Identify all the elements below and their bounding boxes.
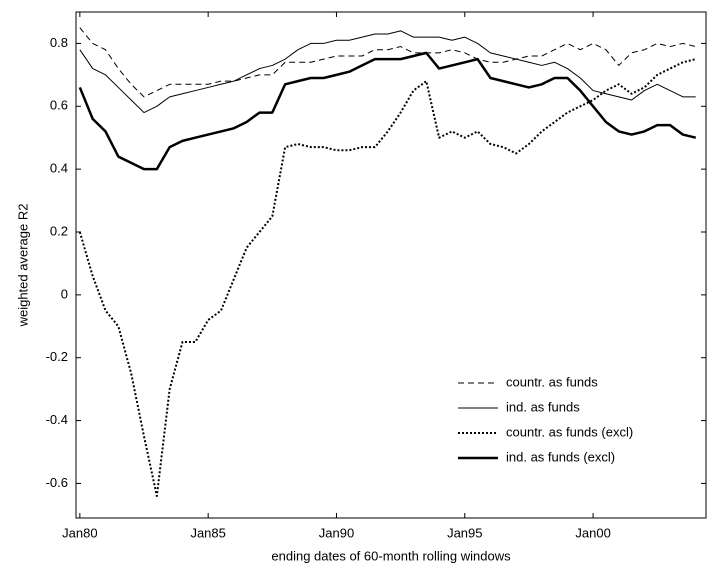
x-tick-label: Jan80 bbox=[62, 525, 97, 540]
line-series bbox=[79, 27, 696, 98]
y-tick-label: 0.2 bbox=[50, 223, 68, 238]
y-tick-label: 0.4 bbox=[50, 161, 68, 176]
y-tick-label: -0.4 bbox=[46, 412, 68, 427]
x-tick-label: Jan90 bbox=[319, 525, 354, 540]
y-tick-label: -0.2 bbox=[46, 349, 68, 364]
legend-label: ind. as funds (excl) bbox=[506, 449, 615, 464]
line-series bbox=[78, 51, 697, 171]
x-axis-label: ending dates of 60-month rolling windows bbox=[271, 548, 511, 563]
x-tick-label: Jan00 bbox=[575, 525, 610, 540]
y-tick-label: 0.8 bbox=[50, 35, 68, 50]
y-tick-label: -0.6 bbox=[46, 475, 68, 490]
legend-label: ind. as funds bbox=[506, 399, 580, 414]
legend-label: countr. as funds (excl) bbox=[506, 424, 633, 439]
y-axis-label: weighted average R2 bbox=[15, 204, 30, 328]
x-tick-label: Jan85 bbox=[190, 525, 225, 540]
legend-label: countr. as funds bbox=[506, 374, 598, 389]
line-series bbox=[78, 58, 696, 497]
line-series bbox=[79, 30, 696, 114]
y-tick-label: 0 bbox=[61, 286, 68, 301]
y-tick-label: 0.6 bbox=[50, 98, 68, 113]
x-tick-label: Jan95 bbox=[447, 525, 482, 540]
plot-frame bbox=[75, 11, 707, 519]
